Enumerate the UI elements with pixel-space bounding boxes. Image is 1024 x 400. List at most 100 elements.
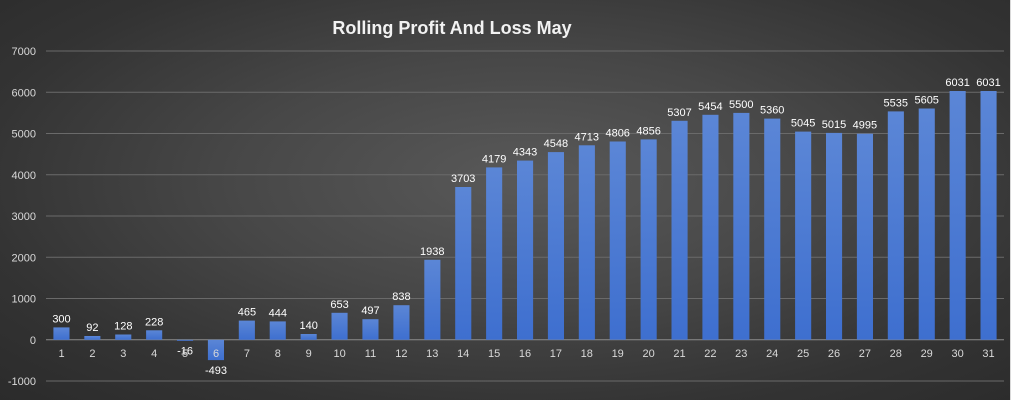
bar — [424, 259, 441, 340]
x-tick-label: 4 — [151, 348, 157, 360]
bar — [455, 187, 472, 340]
data-label: 3703 — [451, 173, 475, 185]
data-label: 6031 — [976, 77, 1000, 89]
data-label: 140 — [300, 320, 318, 332]
chart-title: Rolling Profit And Loss May — [332, 18, 571, 38]
data-label: 6031 — [945, 77, 969, 89]
bar — [887, 111, 904, 340]
bar — [764, 118, 781, 340]
x-tick-label: 20 — [642, 348, 654, 360]
bar — [609, 141, 626, 340]
data-label: 4806 — [605, 128, 629, 140]
y-tick-label: 5000 — [12, 129, 36, 141]
x-tick-label: 22 — [704, 348, 716, 360]
y-axis-ticks: -1000 0 1000 2000 3000 4000 5000 6000 7000 — [8, 46, 36, 388]
bar — [207, 339, 224, 361]
y-tick-label: 3000 — [12, 211, 36, 223]
bar — [517, 160, 534, 340]
data-label: 497 — [361, 305, 379, 317]
x-tick-label: 26 — [828, 348, 840, 360]
x-tick-label: 18 — [581, 348, 593, 360]
x-tick-label: 19 — [612, 348, 624, 360]
x-tick-label: 2 — [89, 348, 95, 360]
data-label: 653 — [330, 299, 348, 311]
bar — [115, 334, 132, 340]
x-axis-ticks: 1 2 3 4 5 6 7 8 9 10 11 12 13 14 15 16 17 18 19 20 21 22 23 24 2… — [58, 348, 994, 360]
x-tick-label: 21 — [673, 348, 685, 360]
y-tick-label: 0 — [30, 335, 36, 347]
x-tick-label: 24 — [766, 348, 778, 360]
bar — [795, 131, 812, 340]
bar — [331, 312, 348, 340]
data-label: 5535 — [884, 97, 908, 109]
y-tick-label: 4000 — [12, 170, 36, 182]
bar — [362, 319, 379, 340]
data-label: 5015 — [822, 119, 846, 131]
bar — [949, 91, 966, 340]
x-tick-label: 6 — [213, 348, 219, 360]
data-label: 5307 — [667, 107, 691, 119]
bar — [702, 114, 719, 340]
x-tick-label: 23 — [735, 348, 747, 360]
x-tick-label: 17 — [550, 348, 562, 360]
bar — [578, 145, 595, 340]
bar — [238, 320, 255, 340]
data-label: 4548 — [544, 138, 568, 150]
x-tick-label: 3 — [120, 348, 126, 360]
x-tick-label: 5 — [182, 348, 188, 360]
x-tick-label: 16 — [519, 348, 531, 360]
y-tick-label: -1000 — [8, 376, 36, 388]
x-tick-label: 30 — [951, 348, 963, 360]
data-label: 4179 — [482, 153, 506, 165]
x-tick-label: 8 — [275, 348, 281, 360]
bar — [486, 167, 503, 340]
data-label: -16 — [177, 345, 193, 357]
data-label: 5360 — [760, 105, 784, 117]
x-tick-label: 15 — [488, 348, 500, 360]
data-label: 4713 — [575, 131, 599, 143]
y-tick-label: 6000 — [12, 87, 36, 99]
data-label: 5045 — [791, 118, 815, 130]
x-tick-label: 11 — [365, 348, 376, 360]
bar — [826, 132, 843, 340]
bar — [393, 305, 410, 340]
bar — [733, 112, 750, 340]
bars — [53, 91, 997, 361]
x-tick-label: 13 — [426, 348, 438, 360]
data-label: 128 — [114, 321, 132, 333]
sheet-edge — [1010, 0, 1024, 400]
x-tick-label: 28 — [890, 348, 902, 360]
bar — [53, 327, 70, 340]
x-tick-label: 10 — [333, 348, 345, 360]
bar — [177, 339, 194, 341]
x-tick-label: 31 — [982, 348, 994, 360]
y-tick-label: 7000 — [12, 46, 36, 58]
data-label: 5500 — [729, 99, 753, 111]
bar — [300, 334, 317, 340]
bar — [918, 108, 935, 340]
data-label: 5454 — [698, 101, 722, 113]
bar — [856, 133, 873, 340]
bar — [547, 152, 564, 340]
x-tick-label: 25 — [797, 348, 809, 360]
data-label: 4995 — [853, 120, 877, 132]
bar — [640, 139, 657, 340]
bar — [84, 336, 101, 340]
data-label: 92 — [86, 322, 98, 334]
data-label: 4343 — [513, 147, 537, 159]
x-tick-label: 27 — [859, 348, 871, 360]
bar — [671, 120, 688, 340]
x-tick-label: 14 — [457, 348, 469, 360]
data-label: 444 — [269, 307, 287, 319]
data-label: 300 — [52, 313, 70, 325]
data-label: 5605 — [914, 95, 938, 107]
x-tick-label: 12 — [395, 348, 407, 360]
x-tick-label: 1 — [58, 348, 64, 360]
x-tick-label: 7 — [244, 348, 250, 360]
data-label: -493 — [205, 365, 227, 377]
y-tick-label: 2000 — [12, 252, 36, 264]
bar — [269, 321, 286, 340]
